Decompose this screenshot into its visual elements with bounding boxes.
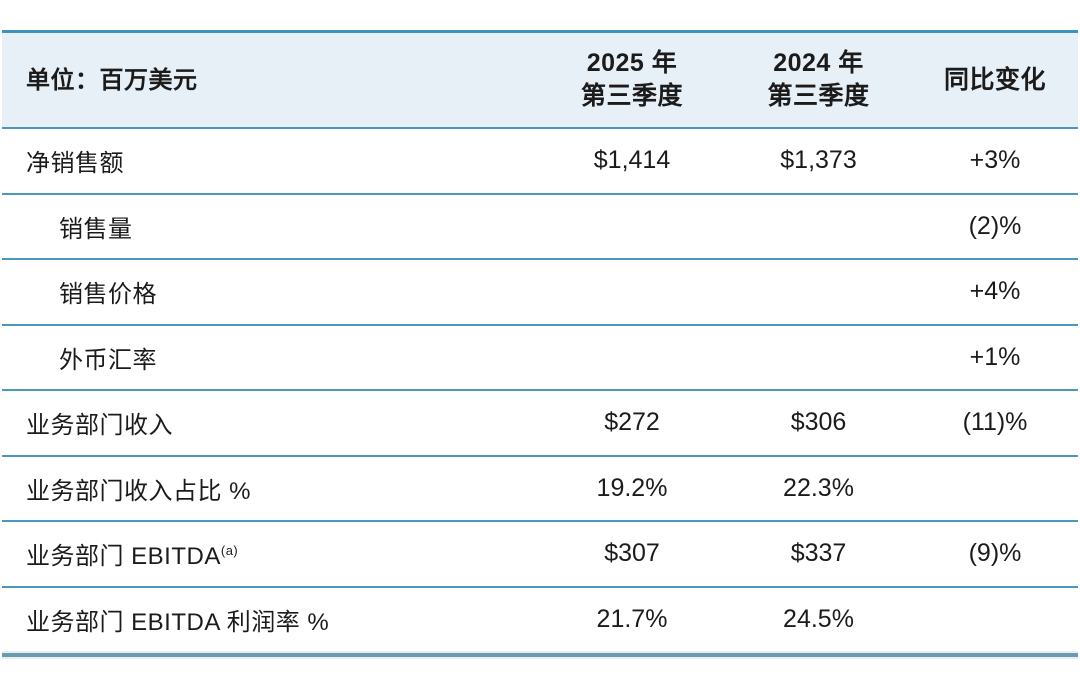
row-label: 销售价格 xyxy=(59,281,157,309)
row-label: 业务部门收入占比 % xyxy=(26,477,252,505)
header-col-q3-2025: 2025 年 第三季度 xyxy=(539,47,725,113)
header-unit-label: 单位：百万美元 xyxy=(26,66,198,94)
table-bottom-border xyxy=(2,651,1078,659)
value-yoy-change: (9)% xyxy=(968,539,1022,568)
value-q3-2024: $337 xyxy=(790,539,847,568)
row-label: 业务部门 EBITDA(a) xyxy=(2,536,539,571)
value-yoy-change: (2)% xyxy=(968,211,1022,240)
value-yoy-change: +1% xyxy=(969,342,1021,371)
footnote-marker-a: (a) xyxy=(220,543,239,559)
value-q3-2025: 21.7% xyxy=(596,604,668,633)
table-header-row: 单位：百万美元 2025 年 第三季度 2024 年 第三季度 同比变化 xyxy=(2,33,1078,127)
value-q3-2025: $307 xyxy=(604,539,660,568)
value-q3-2025: $1,414 xyxy=(593,146,671,175)
value-q3-2024: $306 xyxy=(790,408,847,437)
table-row-net-sales: 净销售额 $1,414 $1,373 +3% xyxy=(2,127,1078,193)
value-yoy-change: +3% xyxy=(969,146,1021,175)
table-row-foreign-exchange: 外币汇率 +1% xyxy=(2,323,1078,389)
table-row-sales-volume: 销售量 (2)% xyxy=(2,192,1078,258)
table-row-segment-income: 业务部门收入 $272 $306 (11)% xyxy=(2,389,1078,455)
row-label: 外币汇率 xyxy=(59,346,157,374)
value-q3-2025: 19.2% xyxy=(596,473,668,502)
value-q3-2024: $1,373 xyxy=(780,146,857,175)
row-label: 销售量 xyxy=(59,215,133,243)
header-col-q3-2025-line2: 第三季度 xyxy=(580,82,683,110)
value-yoy-change: +4% xyxy=(969,277,1021,306)
table-row-segment-income-pct: 业务部门收入占比 % 19.2% 22.3% xyxy=(2,454,1078,520)
value-yoy-change: (11)% xyxy=(962,408,1028,437)
table-row-segment-ebitda: 业务部门 EBITDA(a) $307 $337 (9)% xyxy=(2,520,1078,586)
row-label-text: 业务部门 EBITDA xyxy=(26,543,221,571)
header-col-q3-2024-line2: 第三季度 xyxy=(767,82,870,110)
value-q3-2025: $272 xyxy=(604,408,660,437)
header-col-q3-2024-line1: 2024 年 xyxy=(773,49,864,77)
header-col-q3-2024: 2024 年 第三季度 xyxy=(725,47,912,113)
table-row-segment-ebitda-margin: 业务部门 EBITDA 利润率 % 21.7% 24.5% xyxy=(2,585,1078,651)
table-row-sales-price: 销售价格 +4% xyxy=(2,258,1078,324)
value-q3-2024: 24.5% xyxy=(783,604,854,633)
header-col-q3-2025-line1: 2025 年 xyxy=(586,49,678,77)
row-label: 业务部门 EBITDA 利润率 % xyxy=(26,608,330,636)
row-label: 业务部门收入 xyxy=(26,412,173,440)
row-label: 净销售额 xyxy=(26,150,124,178)
header-col-yoy-change: 同比变化 xyxy=(943,65,1046,94)
financial-results-table: 单位：百万美元 2025 年 第三季度 2024 年 第三季度 同比变化 净销售… xyxy=(2,30,1078,659)
value-q3-2024: 22.3% xyxy=(783,473,854,502)
